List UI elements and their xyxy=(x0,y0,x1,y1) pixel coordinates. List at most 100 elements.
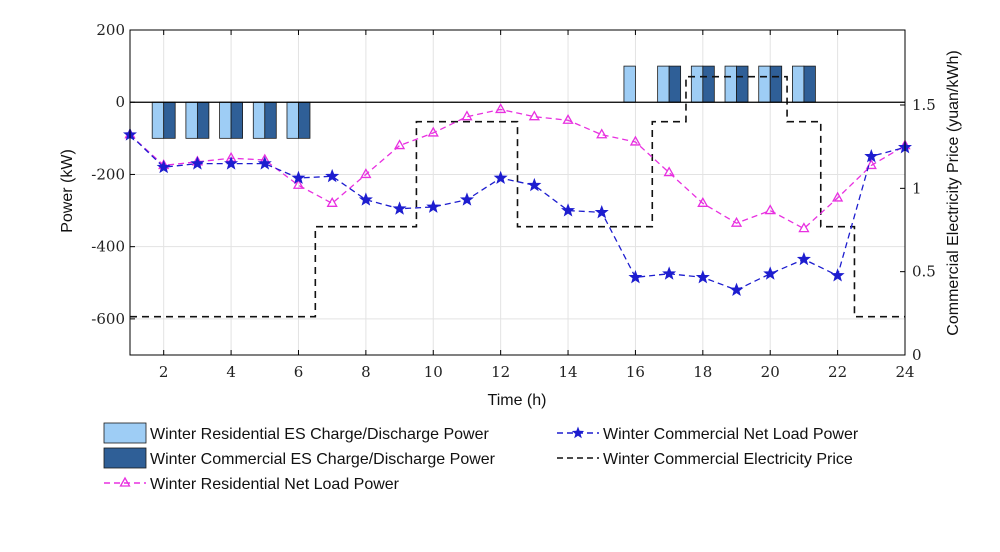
legend: Winter Residential ES Charge/Discharge P… xyxy=(103,422,859,493)
x-axis-label: Time (h) xyxy=(488,392,547,409)
marker-commercial-net-load xyxy=(695,270,710,284)
marker-commercial-net-load xyxy=(291,170,306,185)
marker-residential-net-load xyxy=(461,110,473,121)
bar-commercial-es xyxy=(163,101,176,139)
marker-residential-net-load xyxy=(292,178,305,189)
bar-residential-es xyxy=(758,65,771,103)
y-right-tick-label: 1 xyxy=(912,179,922,197)
x-tick-label: 2 xyxy=(159,363,169,381)
x-tick-label: 16 xyxy=(626,363,645,381)
bar-residential-es xyxy=(185,101,198,139)
bar-commercial-es xyxy=(736,65,749,103)
y-left-tick-label: 0 xyxy=(115,93,125,111)
marker-residential-net-load xyxy=(730,216,743,227)
axes: 2 4 6 8 10 12 14 16 18 20 22 24-600-400-200020000.5… xyxy=(91,21,936,381)
marker-residential-net-load xyxy=(596,128,608,139)
marker-commercial-net-load xyxy=(561,203,576,217)
bar-commercial-es xyxy=(769,65,783,103)
marker-commercial-net-load xyxy=(392,201,407,215)
marker-commercial-net-load xyxy=(493,170,508,185)
marker-residential-net-load xyxy=(393,139,406,150)
bar-commercial-es xyxy=(196,101,210,139)
legend-label-4: Winter Commercial Electricity Price xyxy=(603,451,853,468)
bar-commercial-es xyxy=(803,65,816,103)
bar-commercial-es xyxy=(230,101,243,139)
bar-commercial-es xyxy=(668,65,682,103)
y-right-tick-label: 0 xyxy=(912,346,922,364)
legend-swatch-0 xyxy=(103,422,147,444)
bar-residential-es xyxy=(792,65,805,103)
marker-residential-net-load xyxy=(326,197,338,207)
y-left-tick-label: -400 xyxy=(91,238,125,256)
marker-commercial-net-load xyxy=(224,156,239,170)
x-tick-label: 24 xyxy=(895,363,914,381)
y-left-tick-label: 200 xyxy=(96,21,125,39)
lines xyxy=(123,75,912,318)
marker-residential-net-load xyxy=(427,126,439,137)
legend-label-3: Winter Commercial Net Load Power xyxy=(603,426,859,443)
bar-commercial-es xyxy=(298,101,311,139)
x-tick-label: 10 xyxy=(424,363,443,381)
legend-label-2: Winter Residential Net Load Power xyxy=(150,476,400,493)
marker-commercial-net-load xyxy=(358,192,373,206)
marker-residential-net-load xyxy=(629,135,642,146)
bar-residential-es xyxy=(623,65,636,103)
bar-commercial-es xyxy=(702,65,715,103)
marker-commercial-net-load xyxy=(628,270,643,284)
y-axis-label-left: Power (kW) xyxy=(59,149,76,233)
marker-residential-net-load xyxy=(697,197,709,207)
legend-label-0: Winter Residential ES Charge/Discharge P… xyxy=(150,426,489,443)
bar-residential-es xyxy=(657,65,670,103)
x-tick-label: 18 xyxy=(693,363,712,381)
marker-residential-net-load xyxy=(528,110,540,121)
plot-frame xyxy=(129,29,906,356)
marker-commercial-net-load xyxy=(257,156,272,170)
marker-commercial-net-load xyxy=(729,282,744,296)
bar-residential-es xyxy=(151,101,165,139)
y-left-tick-label: -600 xyxy=(91,310,125,328)
bar-residential-es xyxy=(724,65,737,103)
marker-commercial-net-load xyxy=(864,149,879,163)
x-tick-label: 22 xyxy=(828,363,847,381)
bar-residential-es xyxy=(286,101,299,139)
marker-commercial-net-load xyxy=(763,266,778,280)
bars xyxy=(151,65,816,139)
marker-residential-net-load xyxy=(562,113,574,124)
y-right-tick-label: 0.5 xyxy=(912,263,936,281)
marker-commercial-net-load xyxy=(459,192,474,206)
marker-commercial-net-load xyxy=(662,266,677,280)
y-left-tick-label: -200 xyxy=(91,165,125,183)
marker-commercial-net-load xyxy=(325,168,340,183)
legend-swatch-1 xyxy=(103,447,147,469)
marker-residential-net-load xyxy=(831,191,844,202)
marker-residential-net-load xyxy=(360,168,372,179)
marker-commercial-net-load xyxy=(527,177,542,192)
marker-commercial-net-load xyxy=(426,199,441,213)
x-tick-label: 8 xyxy=(361,363,371,381)
bar-residential-es xyxy=(252,101,266,139)
marker-commercial-net-load xyxy=(830,268,845,282)
legend-marker-2 xyxy=(119,476,131,487)
series-commercial-price xyxy=(130,75,905,318)
marker-residential-net-load xyxy=(764,204,776,215)
x-tick-label: 20 xyxy=(761,363,780,381)
bar-residential-es xyxy=(690,65,704,103)
y-right-tick-label: 1.5 xyxy=(912,96,936,114)
x-tick-label: 4 xyxy=(226,363,236,381)
marker-commercial-net-load xyxy=(594,205,609,219)
x-tick-label: 12 xyxy=(491,363,510,381)
marker-commercial-net-load xyxy=(796,251,811,266)
marker-commercial-net-load xyxy=(190,156,205,170)
marker-residential-net-load xyxy=(798,222,810,233)
marker-commercial-net-load xyxy=(156,159,171,174)
marker-residential-net-load xyxy=(865,159,877,170)
marker-residential-net-load xyxy=(663,166,675,177)
marker-residential-net-load xyxy=(495,103,507,114)
series-residential-net-load xyxy=(129,108,906,230)
x-tick-label: 14 xyxy=(558,363,577,381)
x-tick-label: 6 xyxy=(294,363,304,381)
bar-commercial-es xyxy=(264,101,277,139)
bar-residential-es xyxy=(219,101,232,139)
